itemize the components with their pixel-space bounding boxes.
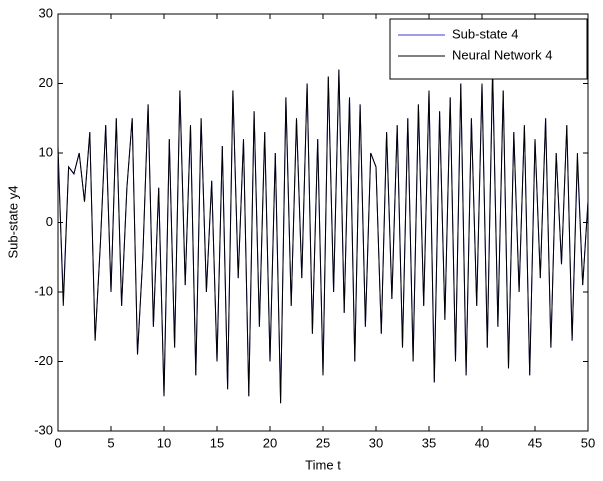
series-line (57, 69, 589, 404)
y-tick-label: -20 (34, 353, 53, 368)
y-axis-label: Sub-state y4 (5, 186, 20, 259)
legend-label: Neural Network 4 (452, 47, 552, 62)
x-tick-label: 10 (157, 435, 171, 450)
x-tick-label: 25 (316, 435, 330, 450)
x-tick-label: 15 (210, 435, 224, 450)
y-tick-label: 20 (39, 75, 53, 90)
y-tick-label: 10 (39, 144, 53, 159)
x-tick-label: 40 (475, 435, 489, 450)
x-axis-label: Time t (305, 457, 341, 472)
x-tick-label: 0 (54, 435, 61, 450)
x-tick-label: 35 (422, 435, 436, 450)
legend-label: Sub-state 4 (452, 26, 519, 41)
x-tick-label: 5 (107, 435, 114, 450)
y-tick-label: -10 (34, 283, 53, 298)
y-tick-label: 0 (46, 214, 53, 229)
x-tick-label: 50 (581, 435, 595, 450)
x-tick-label: 45 (528, 435, 542, 450)
y-tick-label: -30 (34, 422, 53, 437)
x-tick-label: 20 (263, 435, 277, 450)
y-tick-label: 30 (39, 5, 53, 20)
legend-box (389, 18, 588, 80)
x-tick-label: 30 (369, 435, 383, 450)
